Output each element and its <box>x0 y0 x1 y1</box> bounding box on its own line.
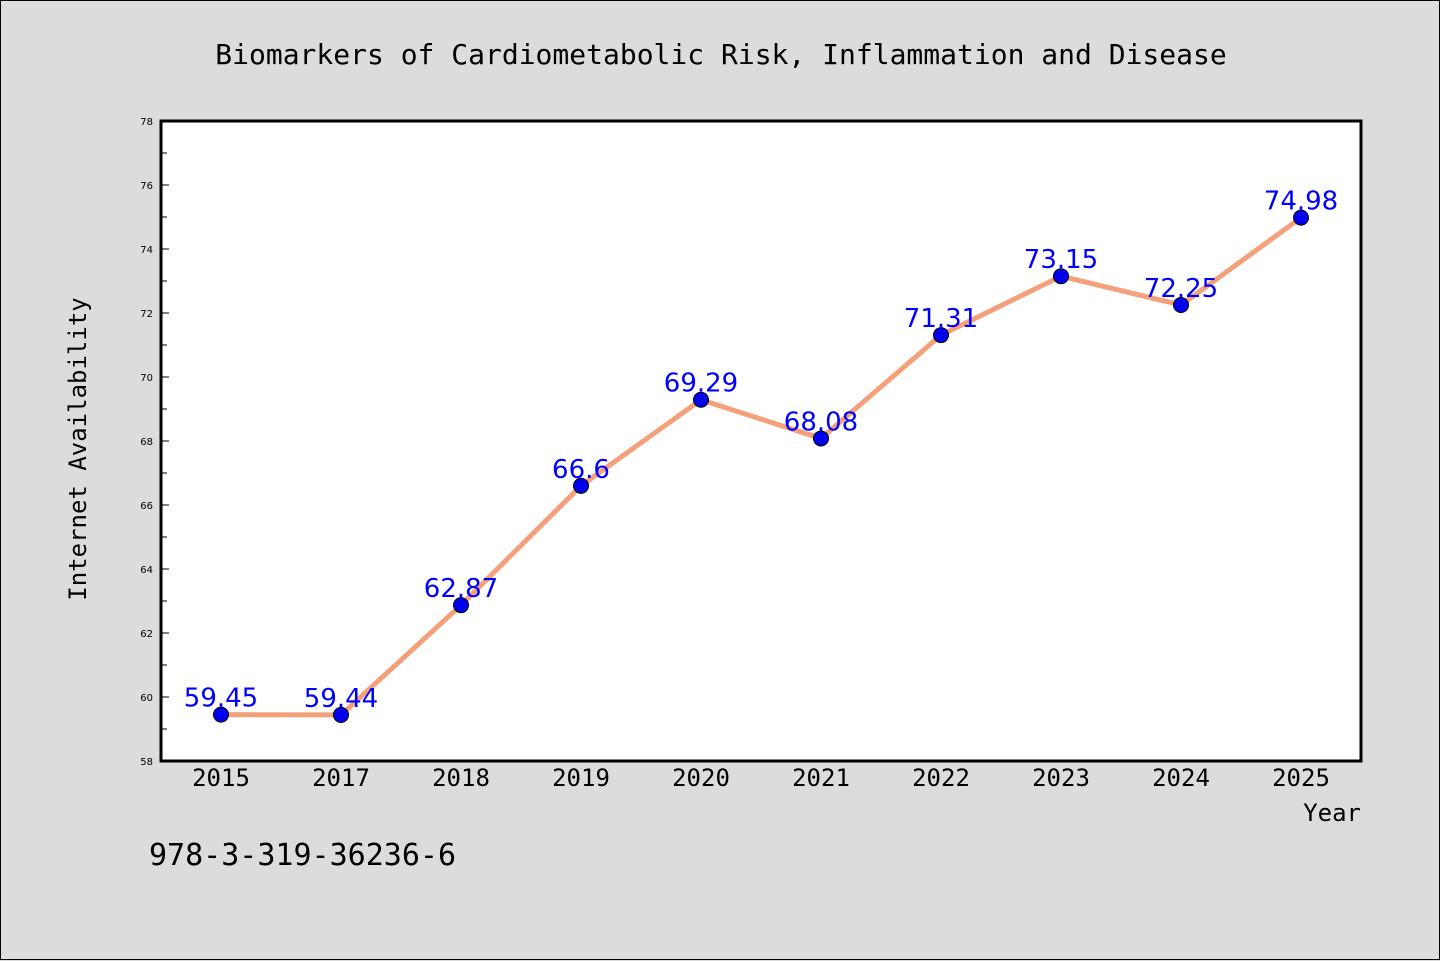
chart-title: Biomarkers of Cardiometabolic Risk, Infl… <box>215 38 1226 71</box>
x-axis-label: Year <box>1303 799 1361 827</box>
y-tick-label: 68 <box>140 437 153 448</box>
x-tick-label: 2017 <box>312 764 370 792</box>
data-label: 68.08 <box>784 407 858 437</box>
data-label: 71.31 <box>904 304 978 334</box>
plot-frame <box>159 119 1363 763</box>
data-point-marker <box>693 391 709 408</box>
data-label: 74.98 <box>1264 187 1338 217</box>
x-tick-label: 2018 <box>432 764 490 792</box>
data-label: 66.6 <box>552 455 610 485</box>
y-tick-label: 66 <box>140 501 153 512</box>
y-tick-label: 58 <box>140 757 153 768</box>
plot-area <box>161 121 1361 761</box>
data-point-marker <box>573 477 589 494</box>
data-label: 59.45 <box>184 684 258 714</box>
data-point-marker <box>1293 209 1309 226</box>
y-tick-label: 78 <box>140 117 153 128</box>
x-tick-label: 2024 <box>1152 764 1210 792</box>
x-tick-label: 2019 <box>552 764 610 792</box>
y-axis-ticks: 58 60 62 64 66 68 70 72 74 76 78 <box>140 117 169 768</box>
y-tick-label: 76 <box>140 181 153 192</box>
data-point-marker <box>333 706 349 723</box>
y-tick-label: 60 <box>140 693 153 704</box>
x-tick-label: 2021 <box>792 764 850 792</box>
data-label: 62.87 <box>424 574 498 604</box>
data-label: 59.44 <box>304 684 378 714</box>
y-tick-label: 70 <box>140 373 153 384</box>
isbn-annotation: 978-3-319-36236-6 <box>149 838 456 873</box>
data-point-marker <box>1053 268 1069 285</box>
x-tick-label: 2023 <box>1032 764 1090 792</box>
y-tick-label: 64 <box>140 565 153 576</box>
data-label: 69.29 <box>664 369 738 399</box>
data-label: 73.15 <box>1024 245 1098 275</box>
x-tick-label: 2022 <box>912 764 970 792</box>
data-point-marker <box>813 430 829 447</box>
data-label: 72.25 <box>1144 274 1218 304</box>
x-tick-label: 2020 <box>672 764 730 792</box>
data-point-marker <box>213 706 229 723</box>
x-tick-label: 2015 <box>192 764 250 792</box>
x-axis-ticks: 2015 2017 2018 2019 2020 2021 2022 2023 2024 2025 <box>192 764 1330 792</box>
series-line-group: 59.45 59.44 62.87 66.6 69.29 68.08 71.31 73.15 7… <box>184 187 1338 723</box>
data-point-marker <box>1173 297 1189 313</box>
series-line <box>220 215 1303 718</box>
y-tick-label: 74 <box>140 245 153 256</box>
y-tick-label: 62 <box>140 629 153 640</box>
data-point-marker <box>453 597 469 614</box>
x-tick-label: 2025 <box>1272 764 1330 792</box>
y-tick-label: 72 <box>140 309 153 320</box>
data-point-marker <box>933 327 949 344</box>
y-axis-label: Internet Availability <box>64 297 92 600</box>
